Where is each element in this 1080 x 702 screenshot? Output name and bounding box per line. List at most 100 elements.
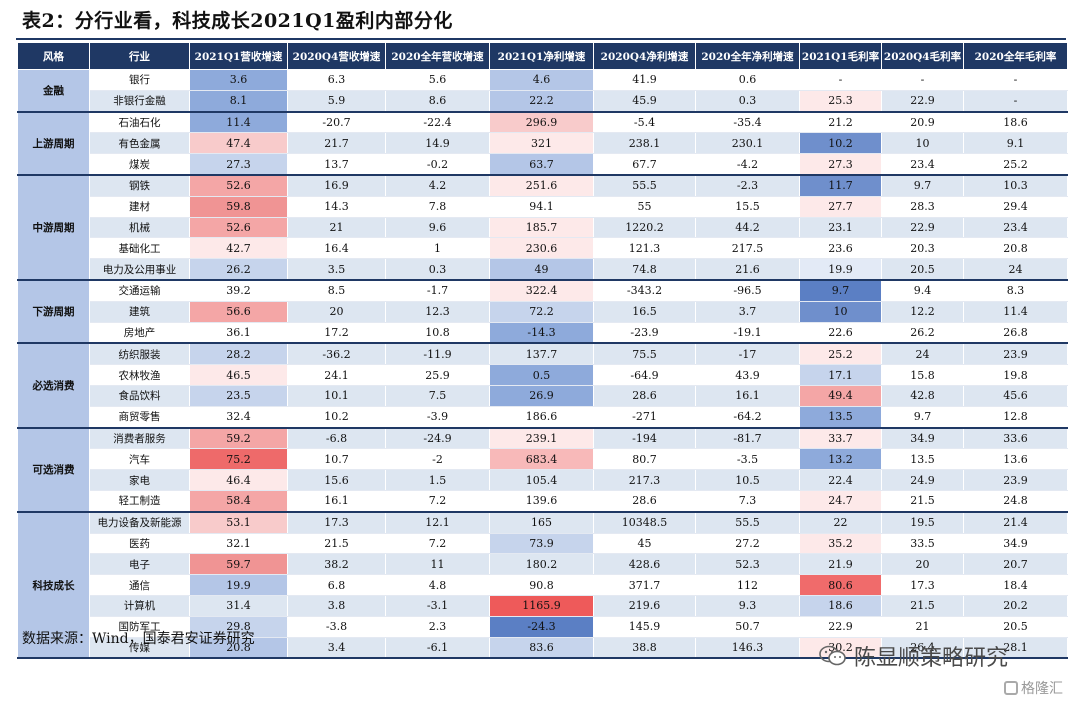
table-row: 计算机 31.4 3.8 -3.1 1165.9 219.6 9.3 18.6 21.5 20.2 [18, 595, 1068, 617]
value-cell: 94.1 [489, 196, 594, 218]
value-cell: 23.4 [881, 153, 964, 176]
value-cell: 23.4 [963, 217, 1068, 239]
value-cell: 13.6 [963, 448, 1068, 471]
value-cell: -5.4 [593, 111, 696, 134]
column-header: 2020全年毛利率 [963, 42, 1068, 70]
value-cell: 1220.2 [593, 217, 696, 239]
value-cell: 72.2 [489, 301, 594, 323]
value-cell: -20.7 [287, 111, 386, 134]
value-cell: 8.3 [963, 279, 1068, 302]
industry-cell: 交通运输 [89, 279, 190, 302]
value-cell: -6.8 [287, 427, 386, 450]
value-cell: -24.3 [489, 616, 594, 638]
industry-cell: 商贸零售 [89, 406, 190, 429]
table-row: 科技成长 电力设备及新能源 53.1 17.3 12.1 165 10348.5 55.5 22… [17, 511, 1068, 660]
value-cell: 80.6 [799, 574, 882, 596]
value-cell: 27.3 [189, 153, 288, 176]
value-cell: 29.4 [963, 196, 1068, 218]
style-group-cell: 可选消费 [17, 427, 90, 513]
value-cell: 22.6 [799, 322, 882, 345]
value-cell: -96.5 [695, 279, 800, 302]
table-row: 可选消费 消费者服务 59.2 -6.8 -24.9 239.1 -194 -81.7 33.7… [17, 427, 1068, 513]
value-cell: 0.3 [385, 258, 490, 281]
value-cell: 4.6 [489, 69, 594, 91]
value-cell: 10.2 [287, 406, 386, 429]
industry-cell: 基础化工 [89, 237, 190, 260]
value-cell: 26.8 [963, 322, 1068, 345]
value-cell: 1165.9 [489, 595, 594, 617]
value-cell: 19.5 [881, 511, 964, 534]
value-cell: 90.8 [489, 574, 594, 596]
value-cell: 238.1 [593, 132, 696, 155]
value-cell: 428.6 [593, 553, 696, 576]
column-header: 2021Q1营收增速 [189, 42, 288, 70]
value-cell: 28.6 [593, 490, 696, 513]
value-cell: -343.2 [593, 279, 696, 302]
value-cell: 11 [385, 553, 490, 576]
value-cell: 8.1 [189, 90, 288, 113]
value-cell: 53.1 [189, 511, 288, 534]
source-note: 数据来源：Wind，国泰君安证券研究 [22, 631, 255, 647]
industry-cell: 有色金属 [89, 132, 190, 155]
value-cell: 13.7 [287, 153, 386, 176]
value-cell: 10 [881, 132, 964, 155]
value-cell: -2.3 [695, 174, 800, 197]
industry-cell: 煤炭 [89, 153, 190, 176]
value-cell: 21.7 [287, 132, 386, 155]
value-cell: 23.6 [799, 237, 882, 260]
industry-cell: 建材 [89, 196, 190, 218]
value-cell: 9.1 [963, 132, 1068, 155]
value-cell: -14.3 [489, 322, 594, 345]
value-cell: 10.1 [287, 385, 386, 407]
value-cell: - [963, 90, 1068, 113]
value-cell: -64.9 [593, 364, 696, 386]
value-cell: 45 [593, 533, 696, 555]
value-cell: 23.1 [799, 217, 882, 239]
value-cell: 165 [489, 511, 594, 534]
column-header: 2020Q4毛利率 [881, 42, 964, 70]
wechat-icon [818, 644, 848, 668]
value-cell: 7.5 [385, 385, 490, 407]
value-cell: 105.4 [489, 469, 594, 491]
value-cell: 11.4 [189, 111, 288, 134]
value-cell: 25.2 [963, 153, 1068, 176]
value-cell: 6.8 [287, 574, 386, 596]
value-cell: 55.5 [695, 511, 800, 534]
value-cell: 52.6 [189, 217, 288, 239]
value-cell: -35.4 [695, 111, 800, 134]
table-row: 上游周期 石油石化 11.4 -20.7 -22.4 296.9 -5.4 -35.4 21.2… [17, 111, 1068, 176]
value-cell: 52.6 [189, 174, 288, 197]
value-cell: 23.5 [189, 385, 288, 407]
industry-cell: 医药 [89, 533, 190, 555]
table-row: 中游周期 钢铁 52.6 16.9 4.2 251.6 55.5 -2.3 11.7 9.7 10.… [17, 174, 1068, 281]
value-cell: -3.8 [287, 616, 386, 638]
value-cell: 31.4 [189, 595, 288, 617]
industry-cell: 家电 [89, 469, 190, 491]
value-cell: 14.9 [385, 132, 490, 155]
value-cell: 18.4 [963, 574, 1068, 596]
table-row: 机械 52.6 21 9.6 185.7 1220.2 44.2 23.1 22.9 23.4 [18, 217, 1068, 239]
value-cell: 0.6 [695, 69, 800, 91]
value-cell: 26.9 [489, 385, 594, 407]
value-cell: 28.2 [189, 343, 288, 366]
value-cell: 28.6 [593, 385, 696, 407]
value-cell: 0.5 [489, 364, 594, 386]
value-cell: 145.9 [593, 616, 696, 638]
column-header: 2020全年营收增速 [385, 42, 490, 70]
industry-cell: 非银行金融 [89, 90, 190, 113]
value-cell: 10348.5 [593, 511, 696, 534]
value-cell: 322.4 [489, 279, 594, 302]
value-cell: -2 [385, 448, 490, 471]
industry-cell: 汽车 [89, 448, 190, 471]
industry-cell: 通信 [89, 574, 190, 596]
industry-cell: 食品饮料 [89, 385, 190, 407]
value-cell: 49 [489, 258, 594, 281]
value-cell: 39.2 [189, 279, 288, 302]
value-cell: -1.7 [385, 279, 490, 302]
industry-cell: 纺织服装 [89, 343, 190, 366]
value-cell: 67.7 [593, 153, 696, 176]
value-cell: 45.9 [593, 90, 696, 113]
column-header: 2020Q4营收增速 [287, 42, 386, 70]
value-cell: 7.8 [385, 196, 490, 218]
value-cell: -19.1 [695, 322, 800, 345]
